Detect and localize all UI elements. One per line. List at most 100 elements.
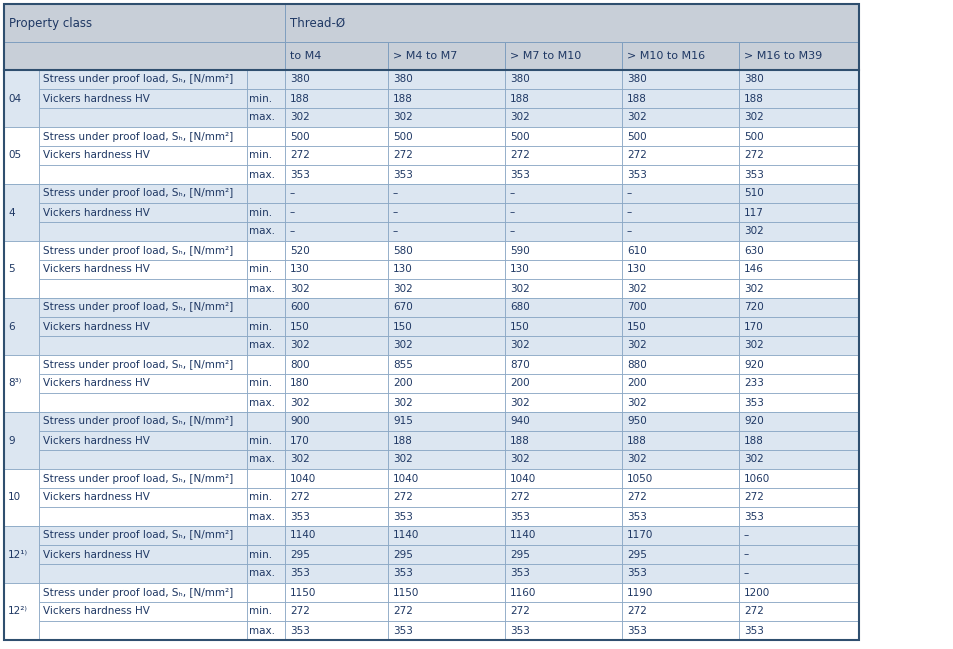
Bar (504, 241, 621, 260)
Bar (247, 127, 285, 146)
Text: –: – (290, 227, 294, 236)
Text: 1200: 1200 (743, 587, 769, 598)
Text: –: – (743, 569, 748, 578)
Bar (247, 108, 285, 127)
Bar (285, 127, 388, 146)
Bar (739, 374, 858, 393)
Bar (388, 108, 504, 127)
Bar (285, 241, 388, 260)
Text: max.: max. (249, 569, 274, 578)
Text: 180: 180 (290, 378, 310, 389)
Text: min.: min. (249, 151, 272, 160)
Text: 880: 880 (626, 360, 646, 369)
Text: min.: min. (249, 208, 272, 217)
Bar (504, 431, 621, 450)
Bar (739, 279, 858, 298)
Bar (285, 545, 388, 564)
Bar (4, 241, 39, 298)
Bar (504, 412, 621, 431)
Bar (388, 317, 504, 336)
Text: > M7 to M10: > M7 to M10 (510, 51, 580, 61)
Text: max.: max. (249, 284, 274, 293)
Text: Property class: Property class (9, 16, 92, 29)
Bar (388, 450, 504, 469)
Bar (504, 70, 621, 89)
Bar (247, 621, 285, 640)
Bar (39, 488, 247, 507)
Text: Vickers hardness HV: Vickers hardness HV (43, 93, 150, 103)
Text: Stress under proof load, Sₕ, [N/mm²]: Stress under proof load, Sₕ, [N/mm²] (43, 530, 233, 541)
Text: 272: 272 (510, 607, 529, 617)
Text: 4: 4 (8, 208, 14, 217)
Bar (247, 393, 285, 412)
Text: Vickers hardness HV: Vickers hardness HV (43, 378, 150, 389)
Text: max.: max. (249, 511, 274, 522)
Text: 1150: 1150 (393, 587, 419, 598)
Bar (4, 184, 39, 241)
Bar (621, 469, 739, 488)
Text: 870: 870 (510, 360, 529, 369)
Text: 272: 272 (290, 607, 310, 617)
Bar (621, 317, 739, 336)
Text: 117: 117 (743, 208, 763, 217)
Bar (247, 431, 285, 450)
Bar (621, 488, 739, 507)
Bar (621, 545, 739, 564)
Bar (39, 70, 247, 89)
Text: Stress under proof load, Sₕ, [N/mm²]: Stress under proof load, Sₕ, [N/mm²] (43, 245, 233, 256)
Bar (388, 469, 504, 488)
Text: 1140: 1140 (393, 530, 419, 541)
Bar (739, 42, 858, 70)
Text: 302: 302 (290, 112, 310, 123)
Text: max.: max. (249, 454, 274, 465)
Text: 302: 302 (743, 112, 763, 123)
Bar (621, 184, 739, 203)
Bar (739, 621, 858, 640)
Text: 188: 188 (393, 93, 413, 103)
Text: Vickers hardness HV: Vickers hardness HV (43, 265, 150, 275)
Text: 272: 272 (290, 493, 310, 502)
Bar (39, 431, 247, 450)
Text: 272: 272 (743, 607, 763, 617)
Text: 150: 150 (290, 321, 310, 332)
Bar (621, 583, 739, 602)
Bar (739, 70, 858, 89)
Bar (504, 184, 621, 203)
Bar (285, 583, 388, 602)
Bar (39, 621, 247, 640)
Text: 302: 302 (510, 397, 529, 408)
Bar (504, 507, 621, 526)
Bar (504, 336, 621, 355)
Text: min.: min. (249, 93, 272, 103)
Text: to M4: to M4 (290, 51, 321, 61)
Bar (4, 526, 39, 583)
Text: 130: 130 (393, 265, 413, 275)
Text: –: – (626, 208, 632, 217)
Bar (739, 545, 858, 564)
Text: 302: 302 (626, 397, 646, 408)
Text: 188: 188 (743, 435, 763, 445)
Bar (285, 412, 388, 431)
Text: Stress under proof load, Sₕ, [N/mm²]: Stress under proof load, Sₕ, [N/mm²] (43, 132, 233, 141)
Bar (621, 89, 739, 108)
Text: –: – (743, 530, 748, 541)
Text: 353: 353 (290, 169, 310, 180)
Bar (39, 583, 247, 602)
Bar (285, 42, 388, 70)
Bar (285, 374, 388, 393)
Bar (621, 203, 739, 222)
Bar (621, 393, 739, 412)
Text: –: – (393, 188, 397, 199)
Bar (247, 317, 285, 336)
Bar (621, 355, 739, 374)
Bar (285, 602, 388, 621)
Bar (247, 526, 285, 545)
Bar (621, 298, 739, 317)
Text: 188: 188 (626, 93, 646, 103)
Text: 353: 353 (626, 569, 646, 578)
Text: max.: max. (249, 112, 274, 123)
Bar (388, 412, 504, 431)
Text: 9: 9 (8, 435, 14, 445)
Bar (504, 127, 621, 146)
Bar (247, 89, 285, 108)
